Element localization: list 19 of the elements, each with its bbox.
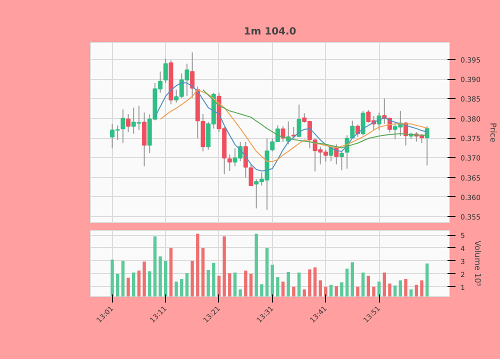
candlestick	[163, 58, 168, 84]
candlestick	[355, 124, 360, 138]
line-series	[160, 89, 428, 162]
y-axis-title: Price	[488, 122, 498, 142]
candlestick	[360, 110, 366, 136]
candlestick	[190, 52, 195, 98]
y-axis-title: Volume 10⁵	[472, 240, 482, 286]
chart-title: 1m 104.0	[244, 26, 296, 38]
candlestick	[248, 164, 254, 186]
candlestick	[120, 108, 126, 144]
candlestick	[339, 151, 344, 171]
candlestick	[227, 154, 232, 172]
candlestick	[424, 126, 430, 166]
candlestick	[280, 126, 286, 142]
candlestick	[243, 141, 248, 178]
candlestick	[126, 114, 131, 133]
candlestick	[296, 104, 302, 138]
candlestick	[376, 112, 382, 131]
candlestick	[142, 112, 147, 167]
